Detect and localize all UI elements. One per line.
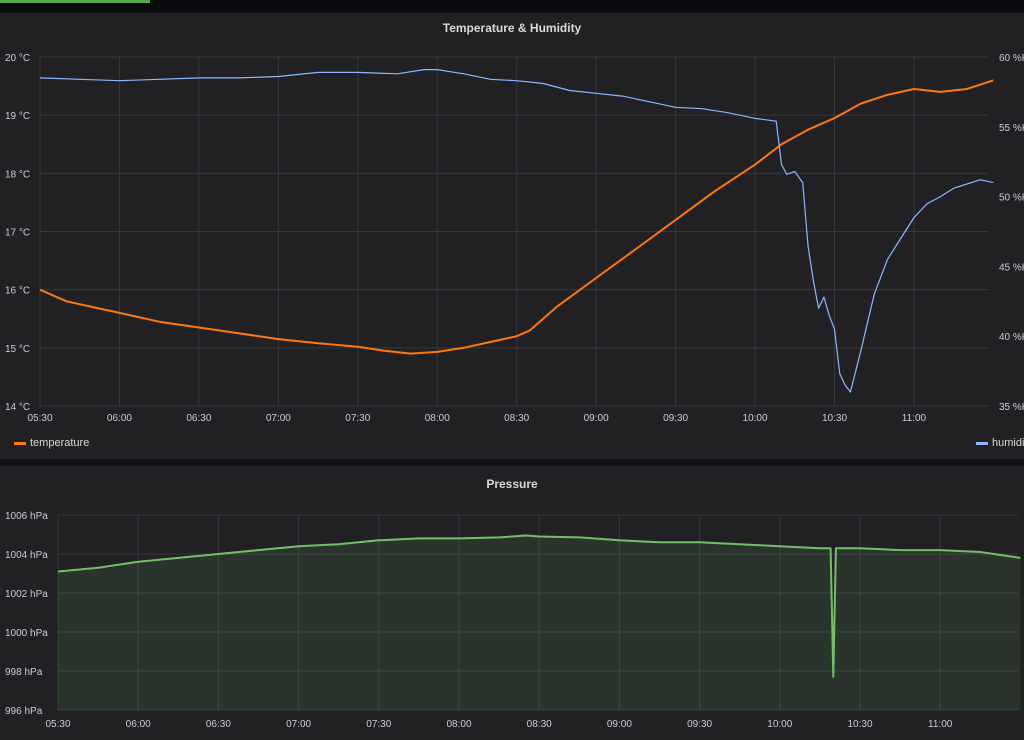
y-left-tick-label: 20 °C xyxy=(5,53,30,64)
x-tick-label: 10:00 xyxy=(743,413,768,424)
x-tick-label: 09:00 xyxy=(584,413,609,424)
y-tick-label: 1006 hPa xyxy=(5,511,48,522)
x-tick-label: 07:00 xyxy=(286,719,311,730)
x-tick-label: 10:30 xyxy=(822,413,847,424)
top-accent-bar xyxy=(0,0,150,3)
series-line-pressure xyxy=(57,534,1021,678)
x-tick-label: 06:30 xyxy=(206,719,231,730)
y-tick-label: 1000 hPa xyxy=(5,628,48,639)
pressure-panel[interactable]: Pressure 996 hPa 998 hPa 1000 hPa 1002 hPa 1… xyxy=(0,466,1024,740)
panel-title: Pressure xyxy=(486,477,538,491)
x-tick-label: 07:30 xyxy=(366,719,391,730)
y-left-tick-label: 16 °C xyxy=(5,286,30,297)
y-right-tick-label: 60 %H xyxy=(999,53,1024,64)
x-tick-label: 06:00 xyxy=(107,413,132,424)
temperature-swatch xyxy=(14,441,26,445)
y-left-tick-label: 19 °C xyxy=(5,111,30,122)
y-left-tick-label: 18 °C xyxy=(5,169,30,180)
x-tick-label: 06:00 xyxy=(126,719,151,730)
x-tick-label: 08:30 xyxy=(504,413,529,424)
x-tick-label: 09:00 xyxy=(607,719,632,730)
x-tick-label: 06:30 xyxy=(186,413,211,424)
x-tick-label: 09:30 xyxy=(663,413,688,424)
humidity-swatch xyxy=(976,441,988,445)
top-bar xyxy=(0,0,1024,12)
y-left-tick-label: 15 °C xyxy=(5,344,30,355)
y-right-tick-label: 45 %H xyxy=(999,262,1024,273)
legend-label: temperature xyxy=(30,437,90,449)
y-right-tick-label: 55 %H xyxy=(999,123,1024,134)
y-right-tick-label: 50 %H xyxy=(999,193,1024,204)
y-right-tick-label: 35 %H xyxy=(999,402,1024,413)
temperature-humidity-panel[interactable]: Temperature & Humidity 14 °C 15 °C 16 °C 17… xyxy=(0,13,1024,459)
pressure-chart: 996 hPa 998 hPa 1000 hPa 1002 hPa 1004 hPa 10… xyxy=(5,511,1021,730)
y-tick-label: 1004 hPa xyxy=(5,550,48,561)
y-tick-label: 1002 hPa xyxy=(5,589,48,600)
x-tick-label: 08:00 xyxy=(446,719,471,730)
x-tick-label: 07:30 xyxy=(345,413,370,424)
legend-label: humidity xyxy=(992,437,1024,449)
x-tick-label: 08:30 xyxy=(527,719,552,730)
legend-humidity[interactable]: humidity xyxy=(976,437,1024,449)
legend-temperature[interactable]: temperature xyxy=(14,437,89,449)
y-tick-label: 996 hPa xyxy=(5,706,43,717)
y-left-tick-label: 14 °C xyxy=(5,402,30,413)
panel-title: Temperature & Humidity xyxy=(442,21,582,35)
x-tick-label: 07:00 xyxy=(266,413,291,424)
x-tick-label: 08:00 xyxy=(425,413,450,424)
pressure-area-fill xyxy=(58,535,1021,710)
x-tick-label: 05:30 xyxy=(27,413,52,424)
x-tick-label: 09:30 xyxy=(687,719,712,730)
temperature-humidity-chart: 14 °C 15 °C 16 °C 17 °C 18 °C 19 °C 20 °C 35 %H… xyxy=(5,53,1024,424)
y-tick-label: 998 hPa xyxy=(5,667,43,678)
x-tick-label: 11:00 xyxy=(902,413,927,424)
series-line-humidity xyxy=(39,68,994,393)
y-left-tick-label: 17 °C xyxy=(5,228,30,239)
x-tick-label: 11:00 xyxy=(928,719,953,730)
x-tick-label: 05:30 xyxy=(45,719,70,730)
x-tick-label: 10:00 xyxy=(767,719,792,730)
series-line-temperature xyxy=(39,79,994,355)
x-tick-label: 10:30 xyxy=(847,719,872,730)
y-right-tick-label: 40 %H xyxy=(999,332,1024,343)
